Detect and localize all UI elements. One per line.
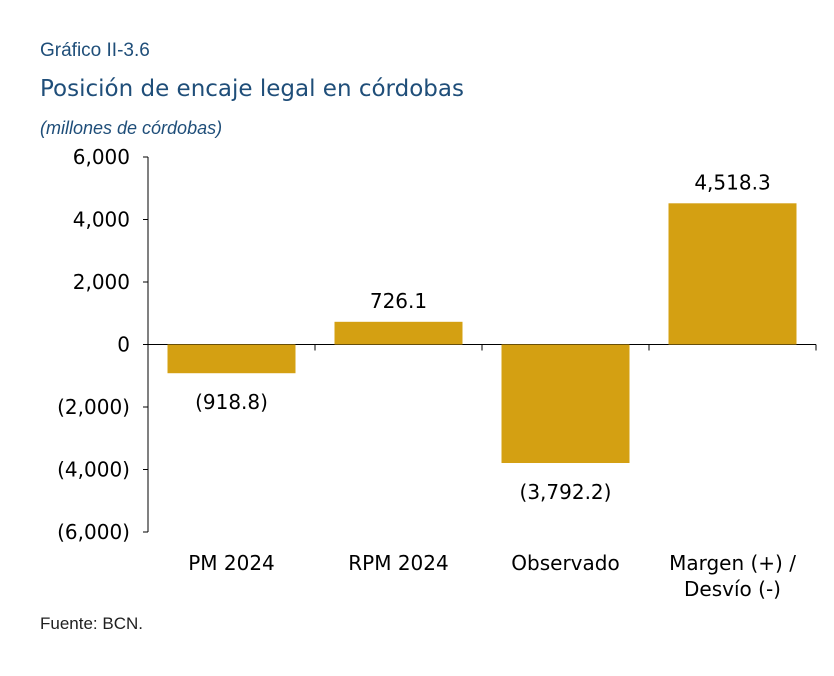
y-tick-label: 4,000 <box>73 208 130 232</box>
bar <box>668 203 797 345</box>
figure-number: Gráfico II-3.6 <box>40 40 150 61</box>
data-label: (3,792.2) <box>520 480 612 504</box>
chart-subtitle: (millones de córdobas) <box>40 118 223 138</box>
y-tick-label: (2,000) <box>57 395 130 419</box>
bar <box>167 344 296 374</box>
chart-title: Posición de encaje legal en córdobas <box>40 76 464 102</box>
data-label: (918.8) <box>195 390 268 414</box>
data-label: 4,518.3 <box>694 170 770 194</box>
y-tick-label: 0 <box>117 333 130 357</box>
x-tick-label: Margen (+) / <box>669 551 796 575</box>
bar <box>334 321 463 345</box>
y-tick-label: (6,000) <box>57 520 130 544</box>
x-tick-label: PM 2024 <box>188 551 275 575</box>
source-note: Fuente: BCN. <box>40 614 143 633</box>
y-tick-label: 6,000 <box>73 145 130 169</box>
x-tick-label: Desvío (-) <box>684 577 781 601</box>
bar <box>501 344 630 464</box>
x-tick-label: Observado <box>511 551 619 575</box>
y-tick-label: 2,000 <box>73 270 130 294</box>
x-tick-label: RPM 2024 <box>348 551 448 575</box>
y-tick-label: (4,000) <box>57 458 130 482</box>
data-label: 726.1 <box>370 289 427 313</box>
